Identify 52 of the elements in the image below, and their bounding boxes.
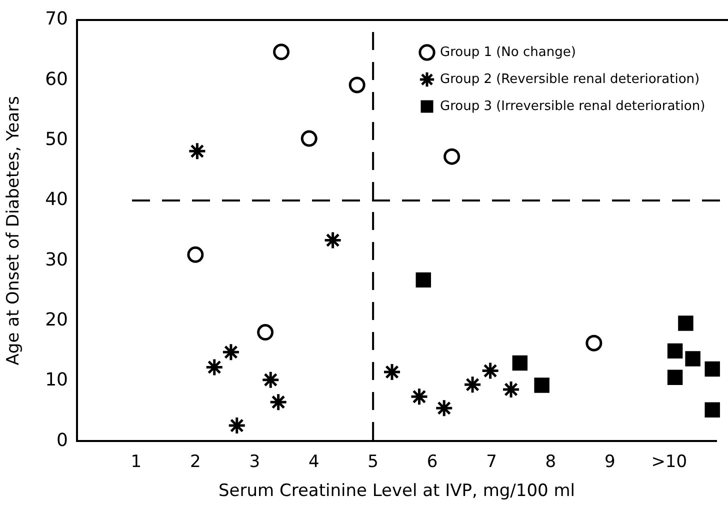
point bbox=[205, 358, 224, 376]
point bbox=[188, 142, 206, 160]
x-tick-label: 8 bbox=[545, 452, 556, 472]
x-tick-label: 6 bbox=[426, 452, 438, 472]
point bbox=[348, 76, 366, 94]
point bbox=[444, 148, 460, 165]
y-tick-label: 10 bbox=[45, 370, 68, 391]
y-tick-label: 30 bbox=[45, 249, 68, 270]
y-axis-title: Age at Onset of Diabetes, Years bbox=[4, 96, 24, 366]
point bbox=[512, 355, 528, 371]
x-tick-label: 5 bbox=[368, 452, 378, 472]
point bbox=[704, 402, 720, 418]
y-tick-label: 40 bbox=[45, 189, 68, 210]
point bbox=[481, 362, 500, 380]
point bbox=[261, 370, 280, 390]
point bbox=[586, 334, 602, 352]
x-axis-title: Serum Creatinine Level at IVP, mg/100 ml bbox=[218, 481, 576, 502]
y-tick-label: 50 bbox=[45, 129, 68, 150]
x-tick-label: 9 bbox=[604, 452, 616, 472]
point bbox=[678, 316, 694, 331]
point bbox=[273, 44, 290, 60]
point bbox=[187, 246, 204, 263]
point bbox=[704, 361, 720, 377]
point bbox=[228, 416, 246, 435]
x-tick-label: >10 bbox=[651, 452, 688, 472]
point bbox=[416, 272, 432, 288]
x-tick-label: 2 bbox=[190, 452, 201, 472]
point bbox=[300, 130, 318, 147]
y-tick-label: 60 bbox=[45, 68, 68, 90]
x-tick-label: 7 bbox=[486, 452, 497, 472]
point bbox=[534, 378, 550, 393]
point bbox=[257, 324, 274, 341]
y-tick-label: 0 bbox=[56, 430, 68, 451]
y-tick-label: 20 bbox=[45, 310, 68, 331]
y-tick-label: 70 bbox=[45, 8, 68, 30]
point bbox=[222, 342, 240, 362]
x-tick-label: 3 bbox=[249, 452, 260, 472]
point bbox=[685, 351, 700, 366]
legend-label: Group 2 (Reversible renal deterioration) bbox=[440, 72, 700, 87]
legend-label: Group 3 (Irreversible renal deterioration) bbox=[440, 98, 706, 114]
legend-label: Group 1 (No change) bbox=[440, 44, 576, 60]
x-tick-label: 4 bbox=[308, 452, 320, 472]
point bbox=[434, 398, 454, 418]
x-tick-label: 1 bbox=[130, 452, 142, 472]
point bbox=[324, 230, 342, 250]
point bbox=[269, 392, 288, 412]
point bbox=[667, 343, 683, 359]
point bbox=[382, 362, 402, 382]
point bbox=[502, 380, 520, 399]
point bbox=[667, 370, 683, 386]
point bbox=[463, 375, 482, 394]
point bbox=[410, 387, 428, 406]
